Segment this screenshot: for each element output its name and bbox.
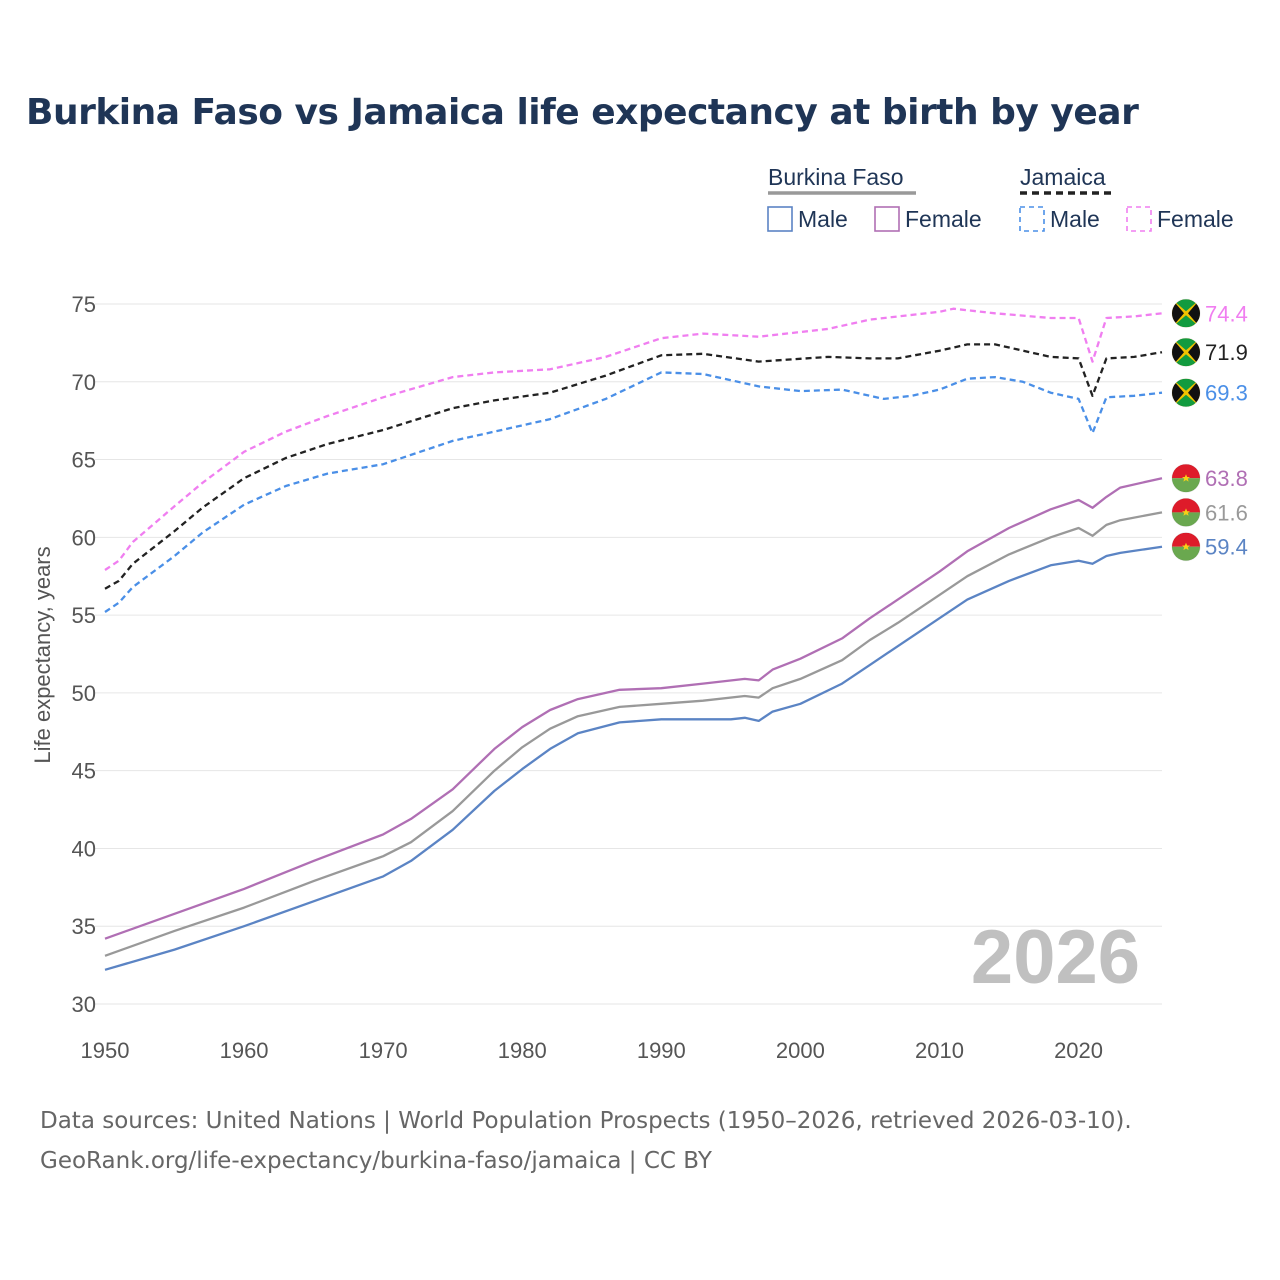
x-tick-label: 2000 xyxy=(776,1038,825,1063)
legend-swatch xyxy=(767,206,793,232)
chart-title: Burkina Faso vs Jamaica life expectancy … xyxy=(26,92,1139,133)
end-value-label: 59.4 xyxy=(1205,535,1248,560)
x-tick-label: 1970 xyxy=(359,1038,408,1063)
series-line-burkina-faso-male xyxy=(104,545,1163,971)
y-tick-label: 70 xyxy=(72,370,96,395)
x-tick-label: 1990 xyxy=(637,1038,686,1063)
burkina-faso-flag-icon xyxy=(1171,532,1201,562)
legend-swatch xyxy=(1019,206,1045,232)
legend-group-title: Jamaica xyxy=(1020,164,1106,190)
series-line-jamaica-both-sexes xyxy=(104,343,1163,590)
x-tick-label: 2020 xyxy=(1054,1038,1103,1063)
jamaica-flag-icon xyxy=(1171,298,1201,328)
jamaica-flag-icon xyxy=(1171,337,1201,367)
end-value-label: 74.4 xyxy=(1205,301,1248,326)
series-line-burkina-faso-both-sexes xyxy=(104,511,1163,957)
source-line-1: Data sources: United Nations | World Pop… xyxy=(40,1108,1132,1134)
end-value-label: 71.9 xyxy=(1205,340,1248,365)
y-axis-label: Life expectancy, years xyxy=(30,546,55,763)
source-line-2: GeoRank.org/life-expectancy/burkina-faso… xyxy=(40,1148,712,1174)
y-tick-label: 45 xyxy=(72,759,96,784)
burkina-faso-flag-icon xyxy=(1171,497,1201,527)
gridlines xyxy=(95,303,1162,1005)
legend-group-title: Burkina Faso xyxy=(768,164,904,190)
x-tick-label: 1950 xyxy=(81,1038,130,1063)
y-tick-label: 60 xyxy=(72,525,96,550)
chart-legend: Burkina Faso Male Female Jamaica Male Female xyxy=(767,164,1234,232)
legend-swatch xyxy=(1126,206,1152,232)
legend-item-label: Male xyxy=(1050,206,1100,232)
y-tick-label: 65 xyxy=(72,448,96,473)
x-tick-label: 1960 xyxy=(220,1038,269,1063)
series-lines xyxy=(104,307,1163,971)
y-tick-label: 55 xyxy=(72,603,96,628)
year-watermark: 2026 xyxy=(971,915,1140,1000)
burkina-faso-flag-icon xyxy=(1171,463,1201,493)
y-tick-label: 40 xyxy=(72,836,96,861)
y-tick-label: 75 xyxy=(72,292,96,317)
legend-item-label: Female xyxy=(1157,206,1234,232)
end-value-label: 63.8 xyxy=(1205,466,1248,491)
jamaica-flag-icon xyxy=(1171,378,1201,408)
end-value-label: 61.6 xyxy=(1205,500,1248,525)
x-tick-label: 1980 xyxy=(498,1038,547,1063)
end-markers: 74.4 71.9 69.3 63.8 61.6 59.4 xyxy=(1171,298,1248,562)
y-axis: 30 35 40 45 50 55 60 65 70 75 xyxy=(72,292,96,1017)
y-tick-label: 30 xyxy=(72,992,96,1017)
series-line-jamaica-male xyxy=(104,371,1163,613)
legend-item-label: Male xyxy=(798,206,848,232)
y-tick-label: 35 xyxy=(72,914,96,939)
legend-item-label: Female xyxy=(905,206,982,232)
x-tick-label: 2010 xyxy=(915,1038,964,1063)
y-tick-label: 50 xyxy=(72,681,96,706)
x-axis: 1950 1960 1970 1980 1990 2000 2010 2020 xyxy=(81,1038,1104,1063)
legend-swatch xyxy=(874,206,900,232)
end-value-label: 69.3 xyxy=(1205,381,1248,406)
series-line-burkina-faso-female xyxy=(104,477,1163,940)
